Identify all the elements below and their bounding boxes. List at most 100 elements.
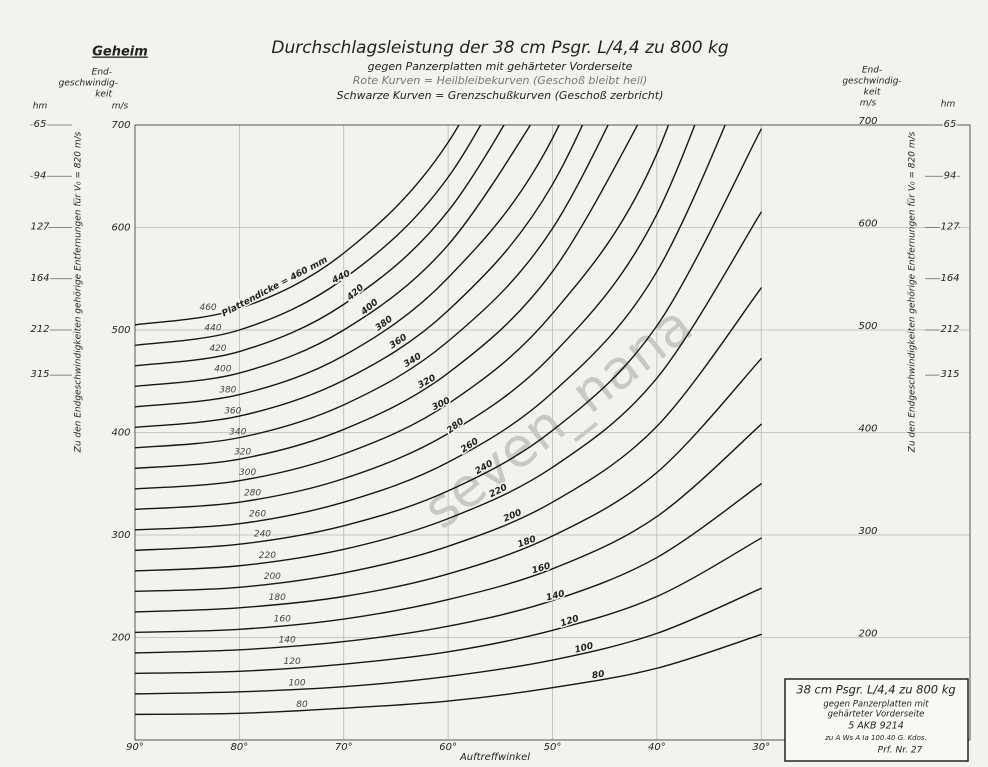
y2-unit: m/s — [860, 99, 877, 109]
curve — [135, 125, 460, 326]
range-tick-label: 164 — [940, 273, 959, 284]
x-tick-label: 60° — [439, 742, 457, 753]
y-tick-label: 500 — [111, 325, 130, 336]
curve-label-left: 200 — [264, 572, 281, 582]
curve-label-left: 80 — [296, 700, 308, 710]
y-tick-label: 400 — [111, 428, 130, 439]
range-tick-label: 65 — [34, 119, 47, 130]
x-tick-label: 50° — [544, 742, 562, 753]
x-tick-label: 80° — [231, 742, 249, 753]
y2-tick-label: 500 — [858, 321, 877, 332]
curve — [135, 211, 762, 572]
curve — [135, 125, 482, 347]
x-axis-label: Auftreffwinkel — [459, 752, 530, 763]
y-tick-label: 700 — [111, 120, 130, 131]
curve — [135, 125, 609, 449]
stamp-line: gehärteter Vorderseite — [828, 710, 925, 720]
range-axis-label: Zu den Endgeschwindigkeiten gehörige Ent… — [908, 131, 918, 453]
curve — [135, 125, 505, 367]
range-tick-label: 212 — [940, 324, 959, 335]
curve-label-left: 260 — [249, 509, 266, 519]
curve — [135, 483, 762, 654]
curve-label-left: 180 — [269, 593, 286, 603]
y2-header: geschwindig- — [842, 77, 901, 87]
y2-tick-label: 200 — [858, 629, 877, 640]
x-tick-label: 70° — [335, 742, 353, 753]
y2-header: keit — [864, 88, 881, 98]
range-tick-label: 315 — [30, 369, 49, 380]
y-tick-label: 300 — [111, 530, 130, 541]
curve-label-left: 380 — [219, 385, 236, 395]
curve — [135, 125, 639, 470]
y-unit: m/s — [112, 102, 129, 112]
range-tick-label: 127 — [30, 222, 50, 233]
stamp-frame — [784, 678, 969, 762]
note: Schwarze Kurven = Grenzschußkurven (Gesc… — [337, 89, 664, 102]
y2-tick-label: 600 — [858, 219, 877, 230]
curve — [135, 358, 762, 613]
y2-tick-label: 300 — [858, 526, 877, 537]
stamp-line: zu A Ws A Ia 100.40 G. Kdos. — [824, 734, 927, 742]
y-header: End- — [92, 68, 112, 78]
chart-title: Durchschlagsleistung der 38 cm Psgr. L/4… — [271, 38, 728, 58]
curve-label-left: 120 — [284, 657, 301, 667]
curve — [135, 287, 762, 593]
stamp-title: 38 cm Psgr. L/4,4 zu 800 kg — [796, 683, 955, 697]
curve-label-left: 280 — [244, 489, 261, 499]
curve — [135, 423, 762, 634]
range-tick-label: 315 — [940, 369, 959, 380]
curve-label-left: 240 — [254, 530, 271, 540]
curve — [135, 633, 762, 716]
curve-label-left: 100 — [288, 678, 305, 688]
range-tick-label: 127 — [940, 222, 960, 233]
curve — [135, 125, 696, 511]
curve-label-left: 400 — [214, 365, 231, 375]
chart-subtitle: gegen Panzerplatten mit gehärteter Vorde… — [368, 60, 633, 73]
curve — [135, 128, 762, 552]
curve-label-left: 160 — [274, 615, 291, 625]
stamp-line: Prf. Nr. 27 — [878, 746, 923, 756]
curve — [135, 587, 762, 695]
y-header: keit — [95, 90, 112, 100]
curve-label-left: 220 — [259, 551, 276, 561]
curve — [135, 125, 584, 429]
curve — [135, 125, 532, 388]
curve-label-left: 320 — [234, 448, 251, 458]
x-tick-label: 30° — [752, 742, 770, 753]
y-tick-label: 200 — [111, 633, 130, 644]
y-header: geschwindig- — [59, 79, 118, 89]
y2-tick-label: 700 — [858, 116, 877, 127]
curve-label: 80 — [591, 669, 605, 681]
curve-label-left: 300 — [239, 468, 256, 478]
secret-mark: Geheim — [92, 45, 148, 60]
y2-tick-label: 400 — [858, 424, 877, 435]
curve — [135, 125, 670, 490]
curve-label-left: 440 — [204, 323, 221, 333]
curve-label-left: 460 — [199, 303, 216, 313]
range-unit: hm — [941, 100, 956, 110]
y2-header: End- — [862, 66, 882, 76]
curve-label-left: 140 — [279, 636, 296, 646]
stamp-line: gegen Panzerplatten mit — [823, 700, 929, 710]
range-unit: hm — [33, 102, 48, 112]
x-tick-label: 40° — [648, 742, 666, 753]
range-axis-label: Zu den Endgeschwindigkeiten gehörige Ent… — [74, 131, 84, 453]
stamp-line: 5 AKB 9214 — [848, 721, 904, 732]
range-tick-label: 94 — [34, 170, 47, 181]
y-tick-label: 600 — [111, 223, 130, 234]
range-tick-label: 164 — [30, 273, 49, 284]
range-tick-label: 212 — [30, 324, 49, 335]
curve-label-left: 340 — [229, 427, 246, 437]
range-tick-label: 65 — [944, 119, 957, 130]
plot-frame — [134, 124, 971, 741]
curve-label-left: 360 — [224, 406, 241, 416]
stamp-box: 38 cm Psgr. L/4,4 zu 800 kg gegen Panzer… — [784, 678, 969, 762]
curve-label-left: 420 — [209, 344, 226, 354]
curve — [135, 537, 762, 675]
x-tick-label: 90° — [126, 742, 144, 753]
curve — [135, 125, 726, 531]
range-tick-label: 94 — [944, 170, 957, 181]
curve — [135, 125, 560, 408]
note: Rote Kurven = Heilbleibekurven (Geschoß … — [353, 74, 647, 87]
